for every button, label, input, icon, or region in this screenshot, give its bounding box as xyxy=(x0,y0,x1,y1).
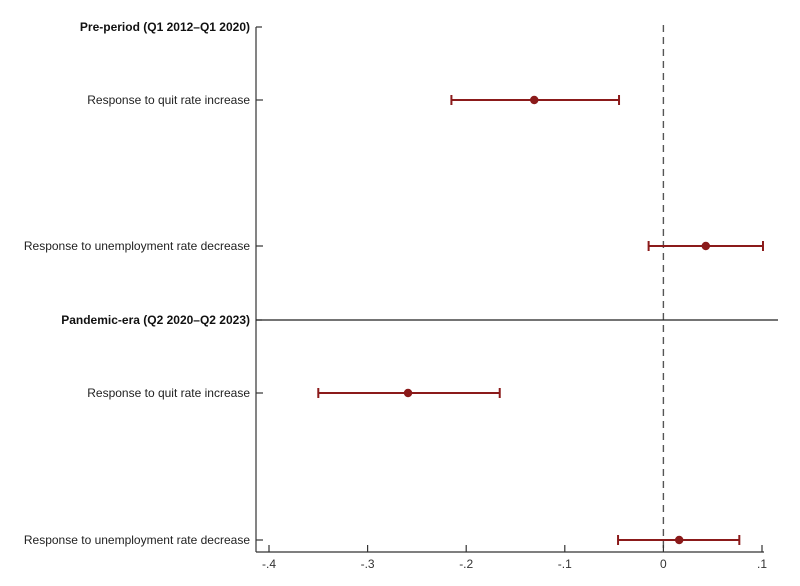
point-estimate-marker xyxy=(530,95,539,105)
group-header: Pre-period (Q1 2012–Q1 2020) xyxy=(80,20,250,34)
x-tick-label: -.1 xyxy=(558,557,572,571)
row-label: Response to quit rate increase xyxy=(87,93,250,107)
x-tick-label: -.2 xyxy=(459,557,473,571)
point-estimate-marker xyxy=(674,535,684,545)
estimate-with-ci xyxy=(647,241,764,251)
x-tick-label: .1 xyxy=(757,557,767,571)
x-tick-label: 0 xyxy=(660,557,667,571)
group-header: Pandemic-era (Q2 2020–Q2 2023) xyxy=(61,313,250,327)
row-label: Response to unemployment rate decrease xyxy=(24,239,250,253)
x-tick-label: -.4 xyxy=(262,557,276,571)
row-label: Response to quit rate increase xyxy=(87,386,250,400)
estimate-with-ci xyxy=(450,95,621,105)
estimate-with-ci xyxy=(317,388,501,398)
estimate-with-ci xyxy=(617,535,741,545)
x-tick-label: -.3 xyxy=(361,557,375,571)
point-estimate-marker xyxy=(701,241,710,251)
point-estimate-marker xyxy=(403,388,413,398)
row-label: Response to unemployment rate decrease xyxy=(24,533,250,547)
